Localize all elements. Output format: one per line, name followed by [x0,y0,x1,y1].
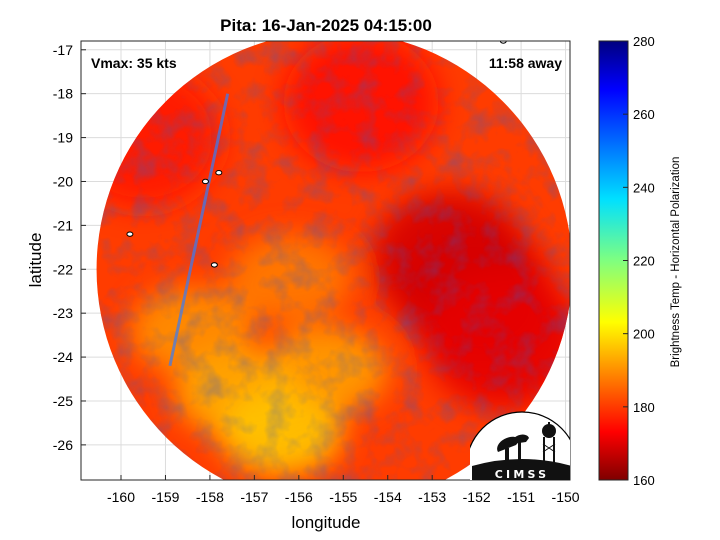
colorbar-tick-label: 260 [633,107,655,122]
x-tick-label: -154 [374,489,402,505]
logo-banner [472,459,570,480]
brightness-temp-field [96,41,570,480]
water-tower-icon [542,422,556,463]
x-tick-label: -159 [151,489,179,505]
time-away-annotation: 11:58 away [489,55,562,71]
x-axis: -160 -159 -158 -157 -156 -155 -154 -153 -152 -151… [107,475,580,505]
logo-text: CIMSS [495,468,549,481]
island-marker [201,178,209,185]
y-tick-label: -26 [53,437,73,453]
colorbar-tick-label: 200 [633,327,655,342]
y-axis-label: latitude [26,233,45,288]
x-tick-label: -152 [463,489,491,505]
colorbar-tick-label: 240 [633,180,655,195]
swath-edge [168,93,230,367]
colorbar-tick-label: 160 [633,473,655,488]
y-axis: -17 -18 -19 -20 -21 -22 -23 -24 -25 -26 [53,42,86,453]
y-tick-label: -17 [53,42,73,58]
y-tick-label: -19 [53,130,73,146]
y-tick-label: -22 [53,261,73,277]
islands [126,41,507,268]
island-marker [499,41,507,44]
x-tick-label: -151 [507,489,535,505]
x-tick-label: -155 [329,489,357,505]
y-tick-label: -23 [53,305,73,321]
colorbar-tick-label: 220 [633,254,655,269]
y-tick-label: -24 [53,349,73,365]
y-tick-label: -21 [53,217,73,233]
vmax-annotation: Vmax: 35 kts [91,55,177,71]
x-tick-label: -153 [418,489,446,505]
x-tick-label: -158 [196,489,224,505]
y-tick-label: -18 [53,86,73,102]
chart-title: Pita: 16-Jan-2025 04:15:00 [220,16,432,35]
x-tick-label: -150 [552,489,580,505]
island-marker [215,170,223,176]
plot-border [80,40,571,481]
island-marker [126,231,134,237]
radar-dish-icon [497,434,529,462]
island-marker [210,262,218,268]
y-tick-label: -20 [53,173,73,189]
x-tick-label: -156 [285,489,313,505]
colorbar-tick-label: 180 [633,400,655,415]
x-axis-label: longitude [291,513,360,532]
x-tick-label: -160 [107,489,135,505]
colorbar-label: Brightness Temp - Horizontal Polarizatio… [670,157,682,368]
y-tick-label: -25 [53,393,73,409]
cimss-logo: CIMSS [470,411,570,481]
x-tick-label: -157 [240,489,268,505]
field-texture [96,41,570,480]
colorbar-ticks: 160 180 200 220 240 260 280 [623,34,655,488]
colorbar-tick-label: 280 [633,34,655,49]
